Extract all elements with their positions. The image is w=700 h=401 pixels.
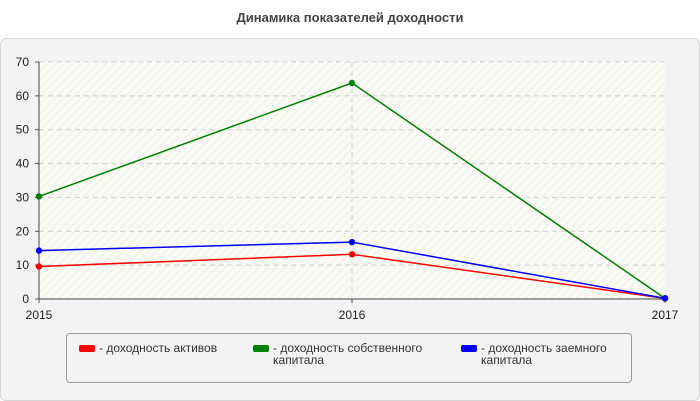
- y-tick-label: 0: [22, 292, 29, 306]
- data-point-1-1: [348, 79, 356, 87]
- x-tick-label: 2015: [26, 308, 53, 322]
- legend: - доходность активов - доходность собств…: [66, 333, 632, 383]
- x-tick-label: 2017: [652, 308, 679, 322]
- legend-label-equity: - доходность собственного капитала: [273, 341, 423, 367]
- legend-label-debt: - доходность заемного капитала: [481, 341, 607, 367]
- legend-swatch-equity: [253, 345, 269, 352]
- x-tick-label: 2016: [339, 308, 366, 322]
- y-tick-label: 40: [16, 157, 30, 171]
- data-point-1-0: [35, 193, 43, 200]
- y-tick-label: 10: [16, 258, 30, 272]
- y-tick-label: 60: [16, 89, 30, 103]
- legend-swatch-assets: [79, 345, 95, 352]
- data-point-0-0: [35, 263, 43, 270]
- chart-title: Динамика показателей доходности: [236, 10, 464, 25]
- legend-label-assets: - доходность активов: [99, 341, 218, 355]
- y-tick-label: 30: [16, 190, 30, 204]
- y-tick-label: 50: [16, 123, 30, 137]
- data-point-0-1: [348, 251, 356, 258]
- legend-item-debt: - доходность заемного капитала: [461, 342, 641, 366]
- data-point-2-2: [661, 295, 669, 302]
- legend-swatch-debt: [461, 345, 477, 352]
- data-point-2-0: [35, 247, 43, 254]
- y-tick-label: 20: [16, 224, 30, 238]
- y-tick-label: 70: [16, 55, 30, 69]
- legend-item-equity: - доходность собственного капитала: [253, 342, 449, 366]
- data-point-2-1: [348, 238, 356, 246]
- legend-item-assets: - доходность активов: [79, 342, 249, 354]
